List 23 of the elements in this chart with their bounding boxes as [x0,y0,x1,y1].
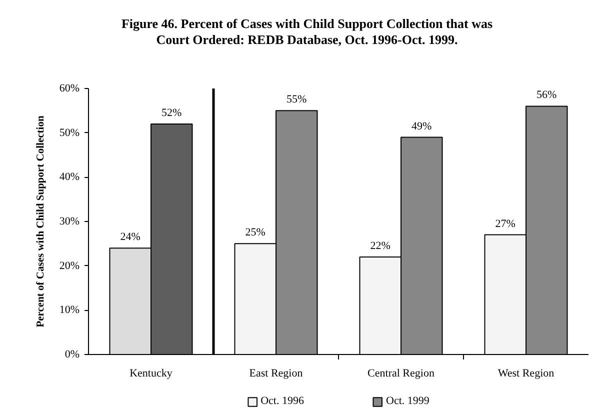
data-label: 24% [120,231,140,244]
y-tick-label: 50% [59,126,80,139]
data-label: 49% [412,120,432,132]
legend-label: Oct. 1999 [386,395,430,407]
y-tick-label: 40% [59,171,80,184]
y-tick-label: 30% [59,216,80,228]
y-tick-label: 10% [59,304,80,316]
legend-label: Oct. 1996 [260,395,304,407]
x-tick-label: Central Region [368,368,435,380]
data-label: 52% [162,106,182,119]
y-tick-label: 60% [59,82,80,94]
x-tick-label: West Region [498,368,555,380]
y-tick-label: 0% [64,348,80,360]
data-label: 56% [536,89,557,102]
chart-title: Figure 46. Percent of Cases with Child Support Collection that was Court Ordered: REDB Database, Oct. 1996-Oct. 1999. [120,15,494,48]
x-tick-label: East Region [249,368,304,380]
data-label: 55% [286,94,307,106]
data-label: 25% [245,226,266,239]
data-label: 27% [495,218,516,230]
y-axis-title: Percent of Cases with Child Support Collection [35,116,46,328]
x-tick-label: Kentucky [130,368,173,380]
data-label: 22% [370,240,390,252]
y-tick-label: 20% [59,260,80,272]
